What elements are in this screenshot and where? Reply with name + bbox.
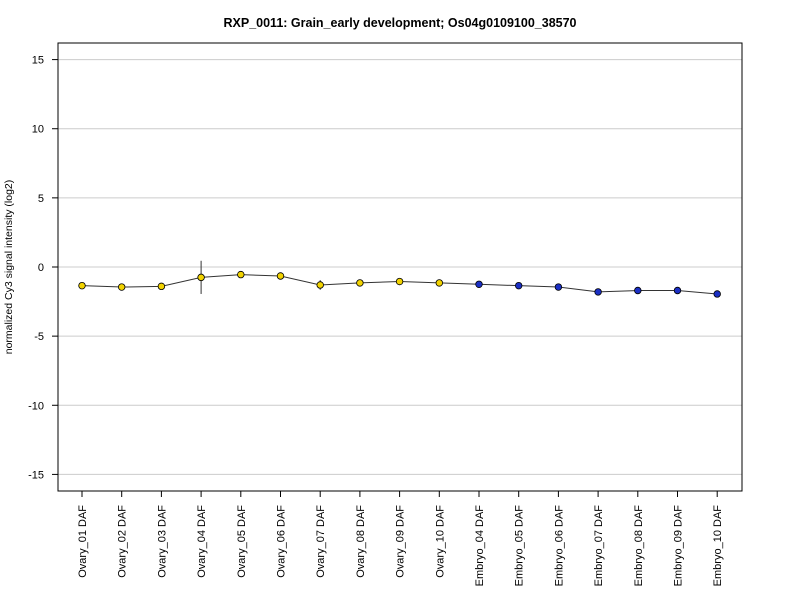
- data-point: [515, 281, 523, 290]
- y-axis-label: normalized Cy3 signal intensity (log2): [3, 180, 15, 355]
- data-point: [157, 282, 166, 291]
- data-point: [276, 272, 285, 280]
- data-point: [475, 280, 483, 288]
- data-point: [594, 288, 602, 296]
- x-tick-label: Embryo_08 DAF: [633, 505, 645, 587]
- y-tick-label: -5: [34, 331, 44, 343]
- y-tick-label: -10: [28, 400, 44, 412]
- x-tick-label: Embryo_04 DAF: [474, 505, 486, 587]
- y-tick-label: 10: [32, 124, 44, 136]
- chart-title: RXP_0011: Grain_early development; Os04g…: [224, 16, 577, 30]
- data-point: [673, 286, 682, 295]
- x-tick-label: Ovary_02 DAF: [117, 505, 129, 578]
- y-tick-label: 0: [38, 262, 44, 274]
- x-tick-label: Ovary_06 DAF: [276, 505, 288, 578]
- x-tick-label: Ovary_09 DAF: [395, 505, 407, 578]
- x-tick-label: Ovary_07 DAF: [315, 505, 327, 578]
- series-line-group: [78, 260, 721, 298]
- grid-lines: [58, 59, 742, 475]
- x-tick-label: Ovary_03 DAF: [156, 505, 168, 578]
- x-tick-label: Embryo_09 DAF: [673, 505, 685, 587]
- data-point: [197, 273, 205, 282]
- x-axis: Ovary_01 DAF Ovary_02 DAF Ovary_03 DAF Ovar…: [77, 491, 724, 586]
- data-point: [356, 279, 364, 287]
- data-point: [634, 286, 642, 295]
- data-point: [554, 283, 563, 291]
- y-tick-label: -15: [28, 469, 44, 481]
- x-tick-label: Embryo_06 DAF: [553, 505, 565, 587]
- data-point: [237, 270, 245, 279]
- data-point: [713, 290, 721, 298]
- y-axis: -15 -10 -5 0 5 10 15: [28, 55, 58, 481]
- data-point: [316, 281, 324, 289]
- x-tick-label: Ovary_08 DAF: [355, 505, 367, 578]
- y-tick-label: 5: [38, 193, 44, 205]
- x-tick-label: Ovary_05 DAF: [236, 505, 248, 578]
- data-point: [395, 277, 404, 286]
- data-point: [78, 281, 86, 290]
- x-tick-label: Ovary_01 DAF: [77, 505, 89, 578]
- x-tick-label: Embryo_05 DAF: [514, 505, 526, 587]
- y-tick-label: 15: [32, 55, 44, 67]
- x-tick-label: Embryo_10 DAF: [712, 505, 724, 587]
- x-tick-label: Ovary_04 DAF: [196, 505, 208, 578]
- data-point: [435, 279, 443, 287]
- data-point: [117, 283, 126, 291]
- x-tick-label: Embryo_07 DAF: [593, 505, 605, 587]
- x-tick-label: Ovary_10 DAF: [434, 505, 446, 578]
